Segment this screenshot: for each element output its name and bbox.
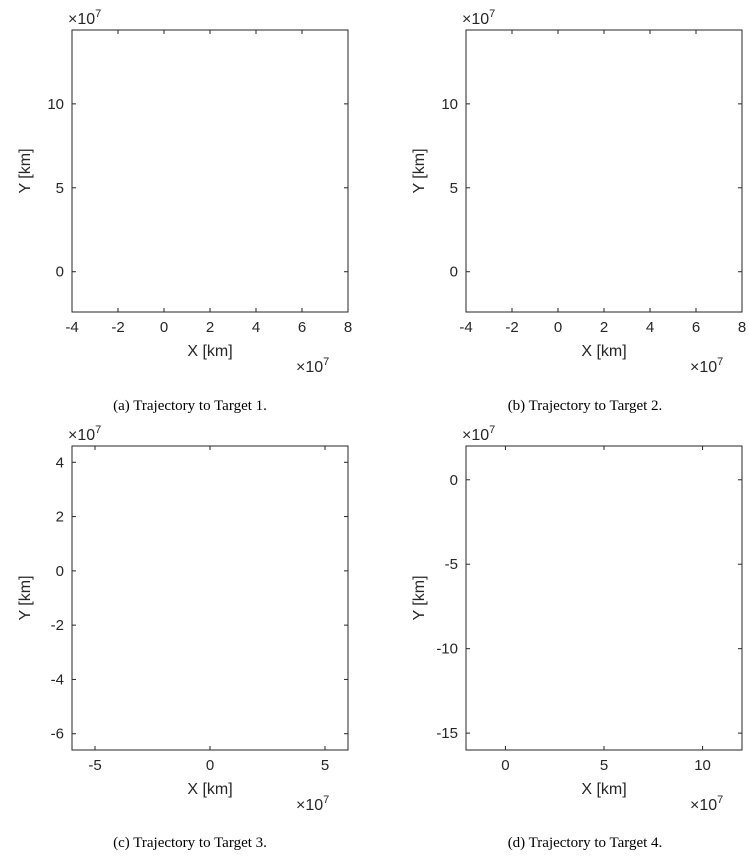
x-tick-label: 10 xyxy=(694,757,711,774)
y-axis-label: Y [km] xyxy=(411,575,428,620)
y-tick-label: -15 xyxy=(436,725,458,742)
y-exponent-label: ×107 xyxy=(68,424,101,444)
x-tick-label: -2 xyxy=(505,319,518,336)
x-exponent-label: ×107 xyxy=(296,356,329,376)
axes-frame xyxy=(465,29,743,313)
x-tick-label: 4 xyxy=(646,319,654,336)
y-tick-label: -4 xyxy=(51,671,64,688)
y-tick-label: 4 xyxy=(56,454,64,471)
y-tick-label: 10 xyxy=(441,96,458,113)
subplot-d: (d) Trajectory to Target 4. 0 5 10 -15 -10 -5… xyxy=(411,424,743,851)
x-tick-label: -2 xyxy=(111,319,124,336)
y-axis-label: Y [km] xyxy=(411,148,428,193)
x-axis-label: X [km] xyxy=(581,343,626,360)
y-tick-label: 0 xyxy=(450,264,458,281)
subplot-a: (a) Trajectory to Target 1. -4 -2 0 2 4 6 8 0 5 1… xyxy=(17,8,352,414)
x-tick-label: 4 xyxy=(252,319,260,336)
x-tick-label: 2 xyxy=(206,319,214,336)
y-tick-label: 2 xyxy=(56,509,64,526)
x-tick-label: 0 xyxy=(160,319,168,336)
x-tick-label: 0 xyxy=(501,757,509,774)
x-exponent-label: ×107 xyxy=(690,356,723,376)
x-tick-label: 2 xyxy=(600,319,608,336)
x-tick-label: -5 xyxy=(88,757,101,774)
x-tick-label: -4 xyxy=(459,319,472,336)
x-axis-label: X [km] xyxy=(187,781,232,798)
x-exponent-label: ×107 xyxy=(296,794,329,814)
y-tick-label: 0 xyxy=(450,472,458,489)
subplot-b: (b) Trajectory to Target 2. -4 -2 0 2 4 6 8 0 5 1… xyxy=(411,8,746,414)
y-tick-label: 0 xyxy=(56,563,64,580)
y-exponent-label: ×107 xyxy=(462,8,495,28)
caption-b: (b) Trajectory to Target 2. xyxy=(508,398,663,414)
x-exponent-label: ×107 xyxy=(690,794,723,814)
y-tick-label: -2 xyxy=(51,617,64,634)
y-tick-label: 0 xyxy=(56,264,64,281)
x-tick-label: 8 xyxy=(738,319,746,336)
x-tick-label: -4 xyxy=(65,319,78,336)
x-tick-label: 6 xyxy=(298,319,306,336)
y-exponent-label: ×107 xyxy=(68,8,101,28)
subplot-c: (c) Trajectory to Target 3. -5 0 5 -6 -4 -2 0 2… xyxy=(17,424,349,851)
y-tick-label: -6 xyxy=(51,726,64,743)
x-tick-label: 0 xyxy=(554,319,562,336)
y-axis-label: Y [km] xyxy=(17,148,34,193)
y-axis-label: Y [km] xyxy=(17,575,34,620)
x-axis-label: X [km] xyxy=(581,781,626,798)
y-tick-label: 10 xyxy=(47,96,64,113)
x-tick-label: 6 xyxy=(692,319,700,336)
caption-c: (c) Trajectory to Target 3. xyxy=(113,835,267,851)
y-tick-label: 5 xyxy=(56,180,64,197)
caption-a: (a) Trajectory to Target 1. xyxy=(113,398,267,414)
y-tick-label: -5 xyxy=(445,556,458,573)
axes-frame xyxy=(465,445,743,751)
y-tick-label: 5 xyxy=(450,180,458,197)
caption-d: (d) Trajectory to Target 4. xyxy=(508,835,663,851)
axes-frame xyxy=(71,445,349,751)
x-axis-label: X [km] xyxy=(187,343,232,360)
y-tick-label: -10 xyxy=(436,641,458,658)
x-tick-label: 5 xyxy=(600,757,608,774)
x-tick-label: 8 xyxy=(344,319,352,336)
axes-frame xyxy=(71,29,349,313)
x-tick-label: 0 xyxy=(206,757,214,774)
x-tick-label: 5 xyxy=(321,757,329,774)
y-exponent-label: ×107 xyxy=(462,424,495,444)
